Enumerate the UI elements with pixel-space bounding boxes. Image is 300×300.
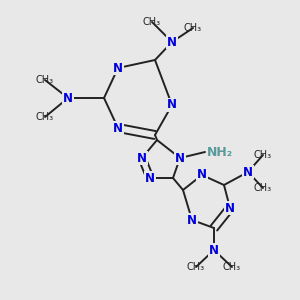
Text: N: N [225,202,235,214]
Text: CH₃: CH₃ [254,150,272,160]
Text: CH₃: CH₃ [36,75,54,85]
Text: N: N [209,244,219,256]
Text: N: N [137,152,147,164]
Text: N: N [63,92,73,104]
Text: N: N [197,169,207,182]
Text: CH₃: CH₃ [143,17,161,27]
Text: N: N [167,35,177,49]
Text: N: N [175,152,185,164]
Text: N: N [113,122,123,134]
Text: CH₃: CH₃ [223,262,241,272]
Text: CH₃: CH₃ [36,112,54,122]
Text: N: N [187,214,197,226]
Text: CH₃: CH₃ [184,23,202,33]
Text: N: N [113,61,123,74]
Text: N: N [167,98,177,112]
Text: CH₃: CH₃ [254,183,272,193]
Text: N: N [243,166,253,178]
Text: NH₂: NH₂ [207,146,233,158]
Text: N: N [145,172,155,184]
Text: CH₃: CH₃ [187,262,205,272]
